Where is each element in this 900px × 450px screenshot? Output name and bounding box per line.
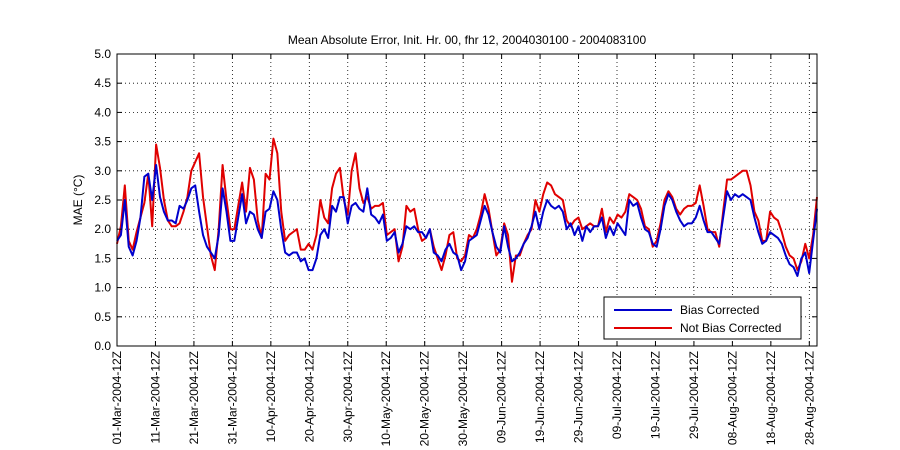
x-tick-label: 30-Apr-2004-12Z bbox=[341, 351, 355, 442]
y-tick-label: 3.0 bbox=[94, 164, 111, 178]
legend-label-not-bias-corrected: Not Bias Corrected bbox=[680, 321, 781, 335]
y-axis-label: MAE (°C) bbox=[71, 175, 85, 226]
y-tick-label: 2.0 bbox=[94, 222, 111, 236]
y-tick-label: 4.5 bbox=[94, 76, 111, 90]
x-tick-label: 28-Aug-2004-12Z bbox=[802, 351, 816, 445]
legend-label-bias-corrected: Bias Corrected bbox=[680, 303, 759, 317]
y-tick-label: 4.0 bbox=[94, 105, 111, 119]
x-tick-label: 01-Mar-2004-12Z bbox=[110, 351, 124, 444]
x-tick-label: 08-Aug-2004-12Z bbox=[725, 351, 739, 445]
y-tick-label: 2.5 bbox=[94, 193, 111, 207]
x-tick-label: 31-Mar-2004-12Z bbox=[225, 351, 239, 444]
x-tick-label: 20-Apr-2004-12Z bbox=[302, 351, 316, 442]
x-tick-label: 10-Apr-2004-12Z bbox=[264, 351, 278, 442]
x-tick-label: 19-Jun-2004-12Z bbox=[533, 351, 547, 443]
x-tick-label: 09-Jul-2004-12Z bbox=[610, 351, 624, 439]
chart-title: Mean Absolute Error, Init. Hr. 00, fhr 1… bbox=[288, 33, 647, 47]
series-line-bias-corrected bbox=[116, 163, 818, 277]
x-tick-label: 11-Mar-2004-12Z bbox=[148, 351, 162, 443]
series-line-not-bias-corrected bbox=[116, 137, 818, 283]
x-tick-label: 30-May-2004-12Z bbox=[456, 351, 470, 446]
legend-box bbox=[603, 296, 802, 340]
axis-ticks: 0.0 0.5 1.0 1.5 2.0 2.5 3.0 3.5 4.0 4.5 5.0 01-Mar-… bbox=[94, 47, 817, 446]
x-tick-label: 19-Jul-2004-12Z bbox=[648, 351, 662, 439]
y-tick-label: 5.0 bbox=[94, 47, 111, 61]
x-tick-label: 21-Mar-2004-12Z bbox=[187, 351, 201, 444]
y-tick-label: 1.5 bbox=[94, 251, 111, 265]
y-tick-label: 1.0 bbox=[94, 281, 111, 295]
x-tick-label: 29-Jun-2004-12Z bbox=[572, 351, 586, 443]
x-tick-label: 20-May-2004-12Z bbox=[418, 351, 432, 446]
legend: Bias Corrected Not Bias Corrected bbox=[603, 296, 802, 340]
x-tick-label: 09-Jun-2004-12Z bbox=[495, 351, 509, 443]
x-tick-label: 18-Aug-2004-12Z bbox=[764, 351, 778, 445]
y-tick-label: 0.5 bbox=[94, 310, 111, 324]
series-layer bbox=[116, 137, 818, 283]
x-tick-label: 29-Jul-2004-12Z bbox=[687, 351, 701, 439]
y-tick-label: 0.0 bbox=[94, 339, 111, 353]
x-tick-label: 10-May-2004-12Z bbox=[379, 351, 393, 446]
y-tick-label: 3.5 bbox=[94, 135, 111, 149]
